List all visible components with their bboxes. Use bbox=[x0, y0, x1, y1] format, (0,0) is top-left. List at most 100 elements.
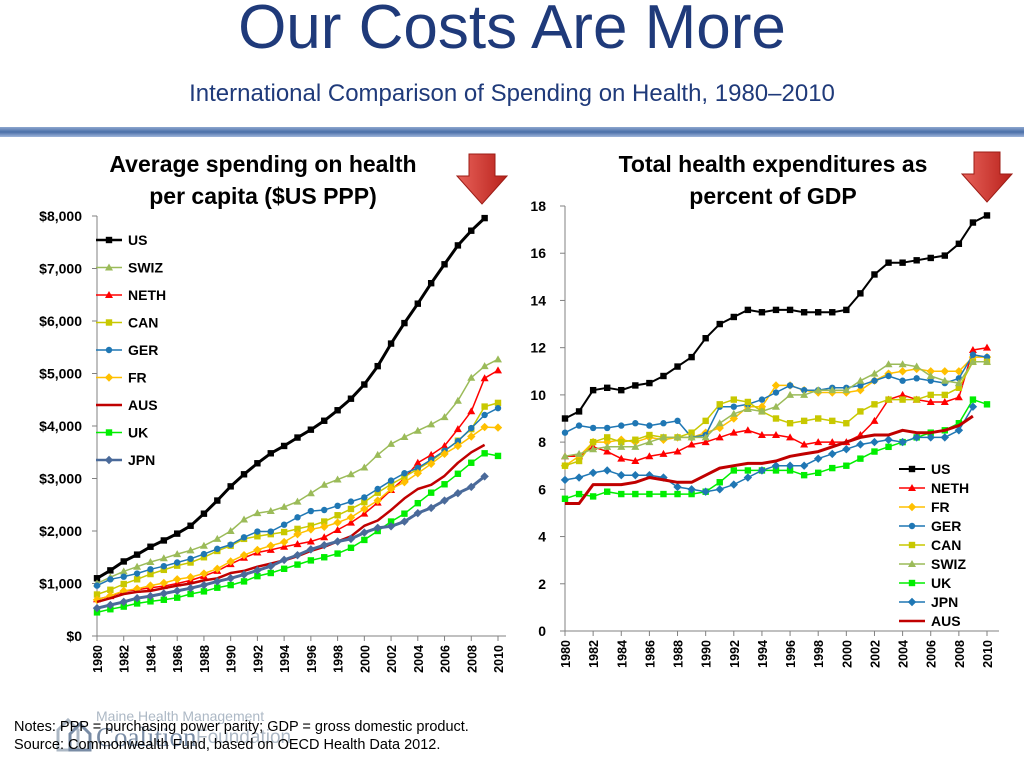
data-point-fr bbox=[426, 459, 436, 468]
data-point-swiz bbox=[253, 509, 262, 517]
data-point-us bbox=[174, 530, 181, 537]
data-point-us bbox=[387, 340, 395, 347]
data-point-jpn bbox=[884, 435, 893, 444]
data-point-swiz bbox=[561, 452, 569, 460]
data-point-jpn bbox=[226, 574, 235, 583]
data-point-swiz bbox=[870, 369, 879, 377]
data-point-uk bbox=[414, 499, 421, 507]
data-point-jpn bbox=[785, 461, 795, 470]
data-point-fr bbox=[159, 578, 169, 588]
data-point-uk bbox=[427, 489, 435, 496]
data-point-can bbox=[294, 525, 301, 533]
y-tick-label: $6,000 bbox=[39, 313, 82, 329]
data-point-jpn bbox=[279, 555, 289, 565]
data-point-uk bbox=[227, 581, 234, 589]
data-point-uk bbox=[885, 443, 892, 451]
data-point-neth bbox=[306, 537, 315, 545]
data-point-neth bbox=[772, 431, 780, 439]
legend-marker bbox=[908, 484, 916, 491]
data-point-uk bbox=[871, 448, 878, 455]
x-tick-label: 1980 bbox=[559, 640, 573, 668]
data-point-uk bbox=[200, 588, 208, 595]
data-point-swiz bbox=[159, 554, 168, 562]
data-point-uk bbox=[254, 572, 261, 580]
data-point-us bbox=[401, 319, 408, 327]
data-point-ger bbox=[240, 534, 248, 541]
data-point-can bbox=[618, 438, 625, 446]
data-point-swiz bbox=[306, 489, 315, 497]
data-point-uk bbox=[829, 464, 836, 472]
data-point-jpn bbox=[467, 482, 476, 492]
data-point-ger bbox=[927, 377, 934, 384]
data-point-can bbox=[927, 391, 934, 399]
data-point-swiz bbox=[687, 433, 696, 441]
red-down-arrow-icon bbox=[455, 153, 509, 205]
data-point-neth bbox=[603, 447, 612, 455]
legend-label-swiz: SWIZ bbox=[128, 260, 163, 276]
data-point-us bbox=[361, 381, 368, 388]
x-tick-label: 2000 bbox=[358, 645, 372, 673]
data-point-swiz bbox=[186, 546, 195, 554]
data-point-neth bbox=[701, 438, 710, 446]
data-point-can bbox=[107, 586, 114, 593]
logo-text-main: Coalition bbox=[96, 722, 197, 752]
data-point-uk bbox=[969, 396, 977, 403]
data-point-ger bbox=[913, 375, 920, 382]
data-point-us bbox=[913, 257, 920, 264]
data-point-jpn bbox=[346, 534, 356, 544]
data-point-uk bbox=[334, 550, 341, 557]
data-point-jpn bbox=[898, 437, 907, 447]
series-line-swiz bbox=[96, 358, 499, 585]
data-point-uk bbox=[321, 554, 328, 561]
data-point-uk bbox=[294, 561, 301, 568]
legend-marker bbox=[105, 429, 113, 436]
source-line: Source: Commonwealth Fund, based on OECD… bbox=[14, 737, 441, 753]
data-point-us bbox=[200, 510, 208, 517]
data-point-uk bbox=[441, 481, 448, 488]
data-point-swiz bbox=[575, 449, 584, 457]
y-tick-label: 18 bbox=[530, 198, 546, 214]
data-point-can bbox=[254, 533, 261, 540]
data-point-us bbox=[716, 320, 723, 328]
data-point-neth bbox=[673, 447, 682, 455]
data-point-jpn bbox=[870, 437, 879, 447]
y-tick-label: $3,000 bbox=[39, 471, 82, 487]
series-line-can bbox=[564, 361, 987, 467]
x-tick-label: 2010 bbox=[492, 645, 506, 673]
data-point-swiz bbox=[912, 362, 921, 370]
data-point-neth bbox=[467, 407, 476, 415]
data-point-can bbox=[280, 528, 288, 536]
data-point-ger bbox=[187, 555, 194, 563]
data-point-us bbox=[843, 306, 850, 314]
legend-marker bbox=[105, 319, 113, 326]
data-point-uk bbox=[147, 598, 154, 605]
data-point-jpn bbox=[159, 589, 169, 598]
data-point-neth bbox=[743, 426, 752, 434]
series-fr bbox=[92, 422, 503, 604]
data-point-neth bbox=[413, 458, 422, 466]
x-tick-label: 1994 bbox=[756, 640, 770, 668]
data-point-ger bbox=[899, 377, 906, 384]
data-point-uk bbox=[618, 490, 625, 498]
y-tick-label: 4 bbox=[538, 529, 546, 545]
data-point-neth bbox=[870, 416, 879, 424]
x-tick-label: 1986 bbox=[643, 640, 657, 668]
data-point-uk bbox=[307, 557, 315, 564]
data-point-swiz bbox=[373, 450, 382, 458]
data-point-jpn bbox=[253, 566, 262, 575]
data-point-fr bbox=[440, 449, 449, 459]
data-point-ger bbox=[786, 382, 794, 389]
data-point-swiz bbox=[427, 420, 436, 428]
data-point-jpn bbox=[771, 461, 781, 470]
data-point-ger bbox=[347, 498, 355, 505]
data-point-ger bbox=[494, 404, 502, 412]
data-point-uk bbox=[800, 471, 808, 479]
data-point-us bbox=[441, 261, 448, 268]
source-notes: Notes: PPP = purchasing power parity; GD… bbox=[14, 718, 469, 754]
data-point-jpn bbox=[333, 537, 342, 546]
data-point-us bbox=[899, 259, 906, 266]
data-point-us bbox=[334, 407, 341, 414]
data-point-can bbox=[688, 429, 695, 436]
data-point-uk bbox=[646, 490, 653, 498]
data-point-can bbox=[800, 417, 808, 425]
